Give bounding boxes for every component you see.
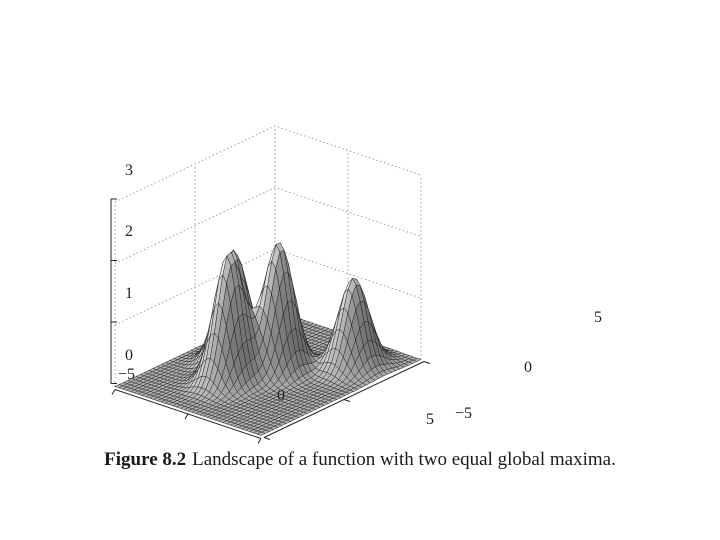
z-tick-label-0: 0 [125,347,133,364]
y-tick-1 [343,399,351,402]
y-tick-labels: −5 0 5 [455,309,602,422]
y-tick-label-5: 5 [594,309,602,326]
z-tick-labels: 0 1 2 3 [125,162,133,364]
y-tick-label-neg5: −5 [455,405,472,422]
axes-lines [110,198,431,444]
figure-label: Figure 8.2 [104,449,187,470]
figure-caption-text: Landscape of a function with two equal g… [192,449,616,470]
surface-mesh [114,242,422,436]
x-tick-label-5: 5 [426,411,434,428]
y-tick-2 [423,361,431,364]
z-tick-label-2: 2 [125,223,133,240]
x-tick-2 [257,438,262,444]
z-tick-label-3: 3 [125,162,133,179]
grid-line-z-2 [114,187,422,264]
surface-cell-37-0 [256,431,266,436]
x-tick-label-0: 0 [277,387,285,404]
x-tick-1 [184,413,189,420]
y-tick-0 [263,437,271,440]
z-tick-label-1: 1 [125,285,133,302]
x-tick-label-neg5: −5 [118,366,135,383]
figure-caption: Figure 8.2 Landscape of a function with t… [0,449,720,471]
x-tick-0 [111,389,116,395]
x-tick-labels: −5 0 5 [118,366,434,428]
y-tick-label-0: 0 [524,359,532,376]
